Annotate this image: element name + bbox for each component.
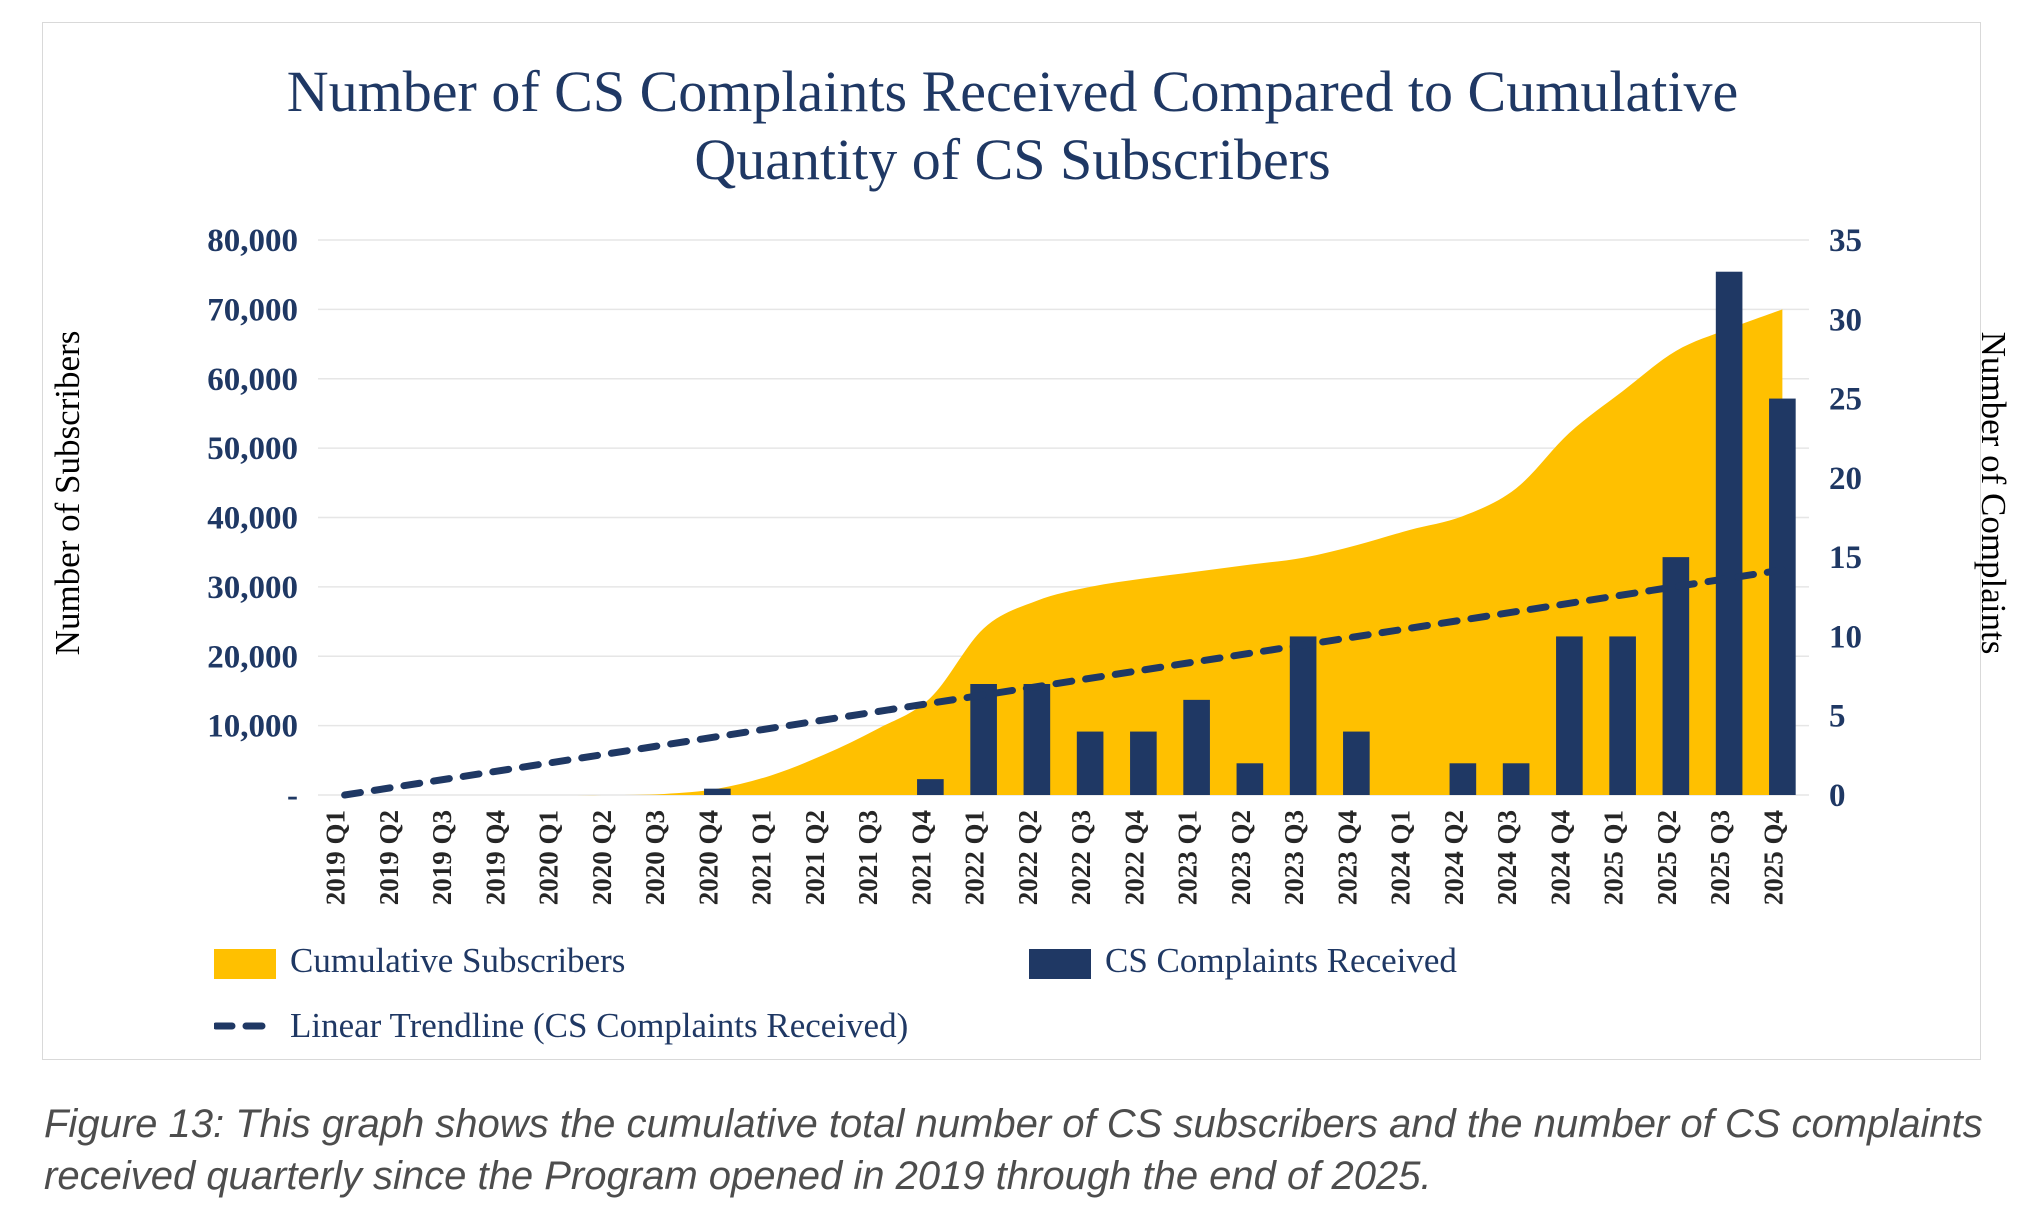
svg-text:70,000: 70,000: [207, 292, 298, 328]
svg-text:2022 Q4: 2022 Q4: [1119, 810, 1149, 905]
svg-text:30,000: 30,000: [207, 570, 298, 606]
svg-text:2019 Q1: 2019 Q1: [321, 810, 351, 905]
svg-text:35: 35: [1829, 223, 1862, 259]
svg-text:2024 Q1: 2024 Q1: [1386, 810, 1416, 905]
svg-text:15: 15: [1829, 540, 1862, 576]
svg-text:2021 Q2: 2021 Q2: [800, 810, 830, 905]
svg-text:10,000: 10,000: [207, 709, 298, 745]
svg-text:5: 5: [1829, 699, 1846, 735]
svg-text:2025 Q3: 2025 Q3: [1705, 810, 1735, 905]
svg-text:2025 Q2: 2025 Q2: [1652, 810, 1682, 905]
svg-text:20: 20: [1829, 461, 1862, 497]
svg-text:2024 Q4: 2024 Q4: [1545, 810, 1575, 905]
svg-text:2020 Q4: 2020 Q4: [693, 810, 723, 905]
svg-text:10: 10: [1829, 619, 1862, 655]
svg-text:2023 Q2: 2023 Q2: [1226, 810, 1256, 905]
svg-text:2021 Q4: 2021 Q4: [906, 810, 936, 905]
svg-text:2024 Q3: 2024 Q3: [1492, 810, 1522, 905]
svg-text:2022 Q2: 2022 Q2: [1013, 810, 1043, 905]
svg-text:50,000: 50,000: [207, 431, 298, 467]
svg-text:2020 Q3: 2020 Q3: [640, 810, 670, 905]
svg-text:2023 Q3: 2023 Q3: [1279, 810, 1309, 905]
svg-text:60,000: 60,000: [207, 362, 298, 398]
svg-text:2022 Q1: 2022 Q1: [960, 810, 990, 905]
svg-text:2023 Q4: 2023 Q4: [1332, 810, 1362, 905]
svg-text:2024 Q2: 2024 Q2: [1439, 810, 1469, 905]
svg-text:30: 30: [1829, 302, 1862, 338]
svg-text:20,000: 20,000: [207, 639, 298, 675]
svg-text:2025 Q1: 2025 Q1: [1599, 810, 1629, 905]
svg-text:2020 Q1: 2020 Q1: [534, 810, 564, 905]
svg-text:2019 Q4: 2019 Q4: [480, 810, 510, 905]
svg-text:2021 Q3: 2021 Q3: [853, 810, 883, 905]
svg-text:2023 Q1: 2023 Q1: [1173, 810, 1203, 905]
svg-text:2020 Q2: 2020 Q2: [587, 810, 617, 905]
svg-text:2022 Q3: 2022 Q3: [1066, 810, 1096, 905]
svg-text:-: -: [287, 778, 298, 814]
svg-text:80,000: 80,000: [207, 223, 298, 259]
svg-text:2019 Q3: 2019 Q3: [427, 810, 457, 905]
svg-text:0: 0: [1829, 778, 1846, 814]
svg-text:25: 25: [1829, 382, 1862, 418]
svg-text:40,000: 40,000: [207, 501, 298, 537]
svg-text:2021 Q1: 2021 Q1: [747, 810, 777, 905]
svg-text:2019 Q2: 2019 Q2: [374, 810, 404, 905]
svg-text:2025 Q4: 2025 Q4: [1758, 810, 1788, 905]
